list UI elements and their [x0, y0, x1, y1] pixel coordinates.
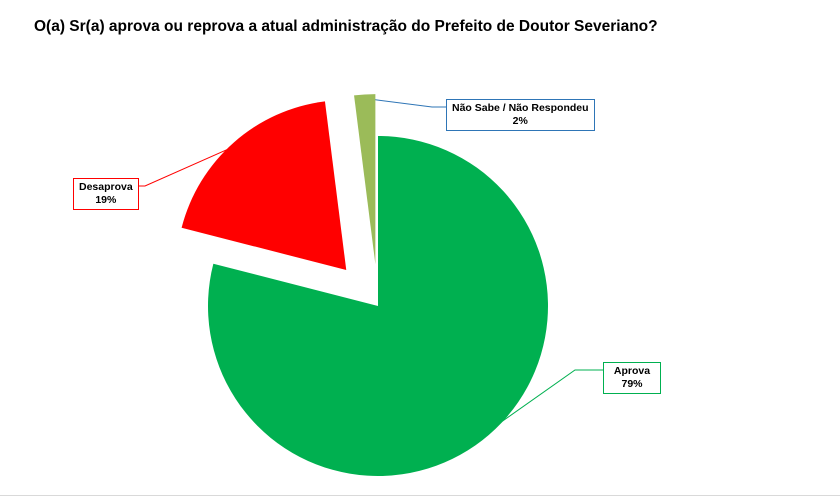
chart-title: O(a) Sr(a) aprova ou reprova a atual adm… [34, 18, 658, 35]
pie-slices [181, 94, 548, 477]
bottom-divider [0, 495, 840, 496]
slice-label-nao-sabe-value: 2% [512, 115, 528, 127]
slice-label-aprova: Aprova 79% [603, 362, 661, 394]
slice-label-desaprova: Desaprova 19% [73, 178, 139, 210]
slice-label-nao-sabe: Não Sabe / Não Respondeu 2% [446, 99, 595, 131]
slice-label-aprova-name: Aprova [613, 365, 651, 377]
pie-slice-aprova [208, 136, 548, 477]
leader-line-nao-sabe [364, 97, 446, 108]
slice-label-nao-sabe-name: Não Sabe / Não Respondeu [452, 102, 589, 114]
slice-label-desaprova-name: Desaprova [79, 181, 133, 193]
pie-slice-nao-sabe [354, 94, 376, 265]
slice-label-aprova-value: 79% [621, 378, 643, 390]
slice-label-desaprova-value: 19% [95, 194, 117, 206]
pie-slice-desaprova [181, 101, 347, 270]
leader-line-aprova [479, 369, 603, 438]
